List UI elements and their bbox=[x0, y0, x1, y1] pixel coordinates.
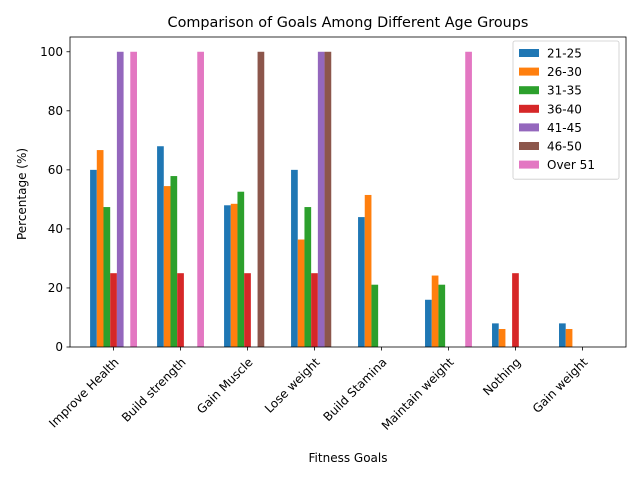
bar bbox=[498, 328, 506, 347]
bar bbox=[103, 207, 111, 347]
legend-label: 26-30 bbox=[547, 65, 582, 79]
bar bbox=[358, 217, 365, 347]
y-tick-label: 60 bbox=[48, 163, 63, 177]
bar bbox=[324, 51, 332, 348]
bar bbox=[304, 207, 312, 347]
bar bbox=[96, 150, 104, 347]
legend-swatch bbox=[519, 104, 539, 113]
bar bbox=[431, 275, 439, 347]
bar bbox=[492, 323, 499, 347]
bar bbox=[317, 51, 325, 348]
bar bbox=[559, 323, 566, 347]
bar bbox=[163, 186, 171, 347]
bar bbox=[257, 51, 265, 348]
bar bbox=[311, 273, 318, 347]
legend-swatch bbox=[519, 142, 539, 150]
bar bbox=[230, 203, 238, 347]
y-tick-label: 40 bbox=[48, 222, 63, 236]
bar bbox=[565, 328, 573, 347]
bar bbox=[465, 51, 472, 348]
bar bbox=[438, 284, 446, 347]
legend-box bbox=[512, 40, 620, 180]
legend-swatch bbox=[519, 160, 539, 169]
legend-label: 21-25 bbox=[547, 47, 582, 61]
y-tick-label: 0 bbox=[55, 340, 63, 354]
y-axis-title: Percentage (%) bbox=[15, 148, 29, 240]
bar bbox=[512, 273, 519, 347]
y-tick-label: 80 bbox=[48, 104, 63, 118]
bar bbox=[116, 51, 124, 348]
bars-group bbox=[90, 51, 573, 348]
legend-swatch bbox=[519, 49, 539, 57]
bar bbox=[297, 239, 305, 347]
plot-frame bbox=[69, 36, 627, 348]
y-axis: 0 20 40 60 80 100 bbox=[40, 45, 70, 354]
bar bbox=[170, 176, 178, 347]
bar bbox=[157, 146, 164, 347]
y-tick-label: 20 bbox=[48, 281, 63, 295]
legend-label: 46-50 bbox=[547, 140, 582, 154]
bar bbox=[237, 191, 245, 347]
bar bbox=[224, 205, 231, 347]
legend-label: 31-35 bbox=[547, 84, 582, 98]
bar bbox=[425, 299, 432, 347]
bar bbox=[291, 169, 298, 347]
x-axis-title: Fitness Goals bbox=[309, 451, 388, 465]
legend-swatch bbox=[519, 123, 539, 132]
bar bbox=[244, 273, 251, 347]
legend-swatch bbox=[519, 67, 539, 76]
bar bbox=[90, 169, 97, 347]
legend-label: Over 51 bbox=[547, 158, 595, 172]
legend-label: 36-40 bbox=[547, 102, 582, 116]
legend-label: 41-45 bbox=[547, 121, 582, 135]
legend: 21-25 26-30 31-35 36-40 41-45 46-50 Over 51 bbox=[512, 40, 620, 180]
bar bbox=[110, 273, 117, 347]
bar bbox=[197, 51, 204, 348]
y-tick-label: 100 bbox=[40, 45, 63, 59]
bar bbox=[177, 273, 184, 347]
chart-title: Comparison of Goals Among Different Age … bbox=[168, 15, 529, 31]
bar bbox=[130, 51, 137, 348]
legend-swatch bbox=[519, 86, 539, 95]
bar bbox=[364, 194, 372, 347]
bar bbox=[371, 284, 379, 347]
